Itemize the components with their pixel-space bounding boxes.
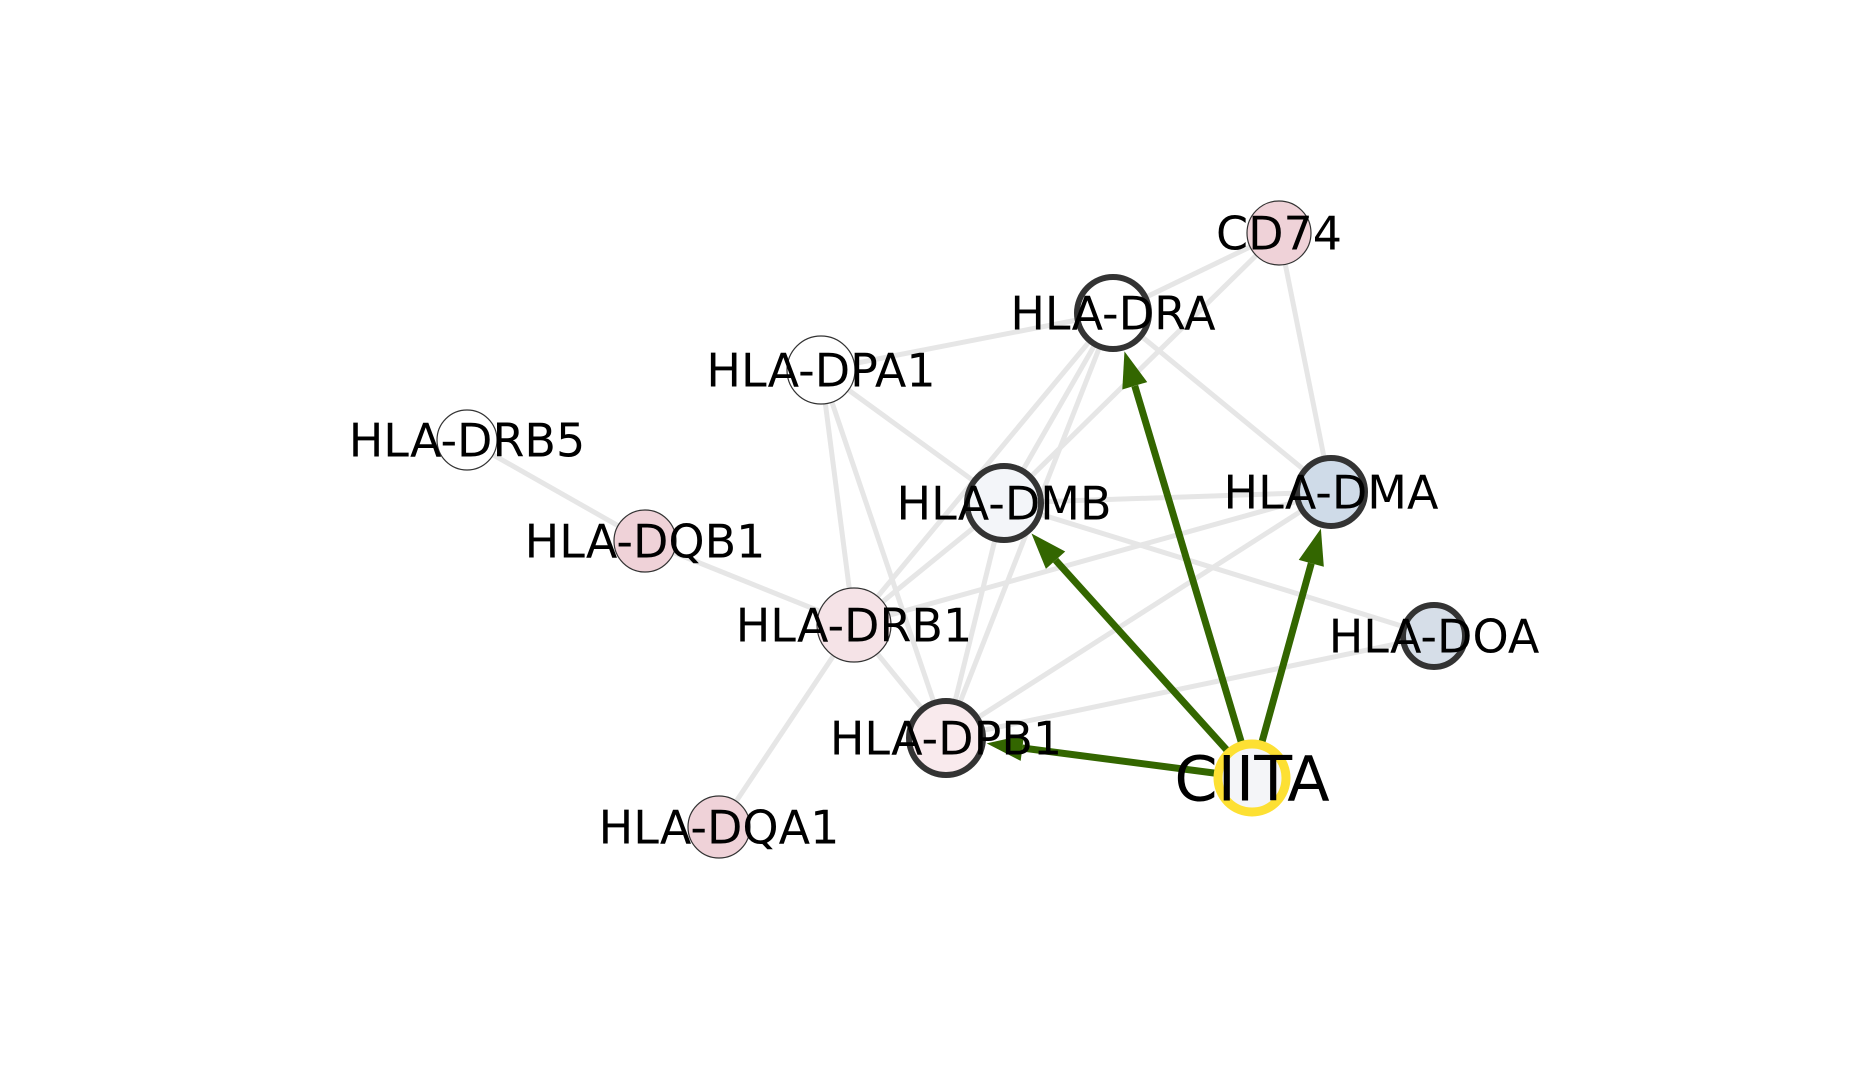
arrow-ciita-hla-dmb-head bbox=[1031, 533, 1066, 569]
edge-hla-doa-hla-dpb1 bbox=[945, 633, 1435, 741]
label-ciita: CIITA bbox=[1174, 742, 1329, 815]
edge-hla-dra-hla-dma bbox=[1111, 311, 1333, 494]
node-hla-dpa1 bbox=[786, 335, 856, 405]
node-hla-drb5 bbox=[436, 409, 498, 471]
arrow-ciita-hla-dmb-shaft bbox=[1052, 557, 1255, 781]
label-hla-dqb1: HLA-DQB1 bbox=[525, 515, 766, 569]
node-hla-dma bbox=[1294, 455, 1368, 529]
label-cd74: CD74 bbox=[1216, 207, 1342, 261]
node-cd74 bbox=[1246, 200, 1312, 266]
arrow-ciita-hla-dra-head bbox=[1122, 351, 1148, 390]
edge-hla-drb5-hla-dqb1 bbox=[465, 437, 647, 544]
label-hla-doa: HLA-DOA bbox=[1329, 610, 1540, 664]
label-hla-dpa1: HLA-DPA1 bbox=[706, 344, 935, 398]
node-hla-doa bbox=[1400, 602, 1468, 670]
edge-hla-drb1-hla-dqa1 bbox=[716, 623, 857, 829]
edge-hla-dma-hla-drb1 bbox=[853, 489, 1332, 628]
edge-hla-dmb-hla-doa bbox=[1003, 500, 1435, 639]
edge-hla-dma-hla-dpb1 bbox=[944, 489, 1333, 741]
arrow-ciita-hla-dma-head bbox=[1298, 528, 1324, 567]
node-hla-drb1 bbox=[816, 587, 892, 663]
label-hla-dqa1: HLA-DQA1 bbox=[599, 801, 840, 855]
node-hla-dqa1 bbox=[687, 795, 751, 859]
label-hla-dra: HLA-DRA bbox=[1010, 287, 1216, 341]
edge-cd74-hla-dmb bbox=[1002, 231, 1281, 505]
node-ciita bbox=[1213, 739, 1291, 817]
node-hla-dra bbox=[1074, 274, 1152, 352]
label-hla-dpb1: HLA-DPB1 bbox=[830, 712, 1062, 766]
label-hla-dmb: HLA-DMB bbox=[897, 477, 1112, 531]
node-hla-dqb1 bbox=[613, 509, 677, 573]
node-hla-dpb1 bbox=[906, 698, 986, 778]
arrow-ciita-hla-dpb1-shaft bbox=[1021, 744, 1253, 782]
edge-hla-dmb-hla-dpb1 bbox=[943, 502, 1007, 739]
label-hla-drb1: HLA-DRB1 bbox=[736, 599, 973, 653]
edge-cd74-hla-dma bbox=[1276, 232, 1334, 493]
edge-hla-dpa1-hla-dra bbox=[820, 310, 1114, 373]
gene-nodes bbox=[436, 200, 1468, 859]
label-hla-dma: HLA-DMA bbox=[1224, 466, 1439, 520]
node-hla-dmb bbox=[964, 463, 1044, 543]
arrow-ciita-hla-dpb1-head bbox=[986, 735, 1025, 761]
edge-hla-dpa1-hla-dpb1 bbox=[818, 369, 949, 739]
arrow-ciita-hla-dra-shaft bbox=[1131, 384, 1256, 780]
label-hla-drb5: HLA-DRB5 bbox=[349, 414, 586, 468]
edge-hla-dpa1-hla-drb1 bbox=[818, 369, 857, 626]
